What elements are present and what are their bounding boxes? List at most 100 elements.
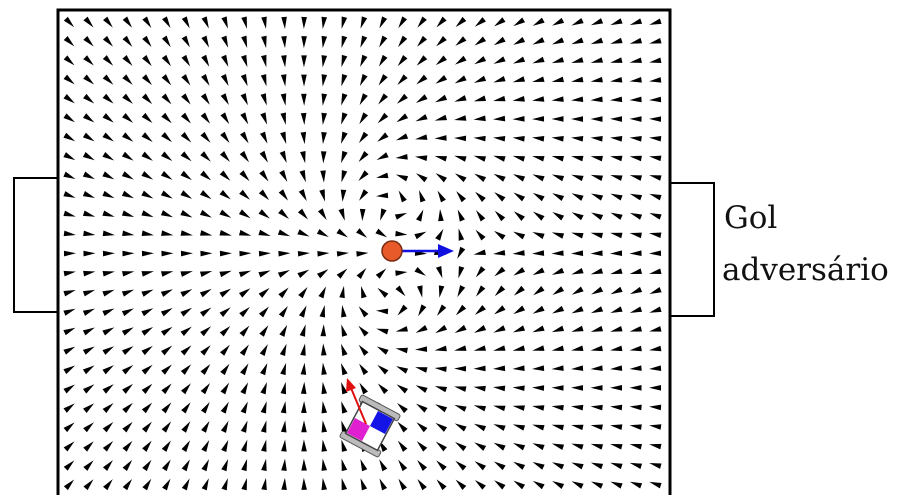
field-arrow: [241, 421, 248, 433]
field-arrow: [219, 210, 231, 218]
field-arrow: [649, 405, 661, 411]
field-arrow: [220, 307, 231, 317]
field-arrow: [64, 36, 75, 46]
field-arrow: [435, 366, 447, 372]
field-arrow: [455, 325, 467, 333]
field-arrow: [83, 384, 94, 393]
field-arrow: [317, 251, 329, 257]
field-arrow: [322, 55, 328, 67]
field-arrow: [201, 74, 209, 86]
field-arrow: [122, 94, 133, 104]
field-arrow: [533, 37, 545, 44]
field-arrow: [377, 152, 389, 160]
field-arrow: [630, 57, 642, 62]
field-arrow: [361, 286, 367, 298]
field-arrow: [379, 74, 388, 85]
field-arrow: [259, 288, 270, 298]
field-arrow: [630, 97, 642, 103]
field-arrow: [476, 266, 486, 277]
field-arrow: [182, 459, 190, 471]
field-arrow: [513, 481, 525, 490]
field-arrow: [591, 463, 603, 470]
field-arrow: [649, 269, 661, 274]
field-arrow: [102, 327, 114, 335]
field-arrow: [358, 170, 368, 181]
field-arrow: [260, 132, 268, 144]
field-arrow: [399, 191, 407, 203]
field-arrow: [552, 250, 564, 256]
field-arrow: [379, 16, 387, 28]
field-arrow: [63, 347, 75, 355]
field-arrow: [513, 405, 525, 410]
field-arrow: [200, 210, 212, 218]
field-arrow: [64, 441, 75, 451]
field-arrow: [180, 271, 192, 277]
field-arrow: [102, 152, 114, 161]
field-arrow: [630, 136, 642, 142]
field-arrow: [649, 136, 661, 142]
field-arrow: [417, 55, 428, 65]
field-arrow: [280, 363, 286, 375]
field-arrow: [357, 268, 367, 279]
field-arrow: [571, 268, 583, 275]
own-goal: [14, 178, 58, 312]
field-arrow: [571, 233, 583, 239]
field-arrow: [162, 16, 171, 28]
field-arrow: [359, 151, 369, 162]
field-arrow: [142, 422, 152, 433]
field-arrow: [649, 250, 661, 256]
field-arrow: [103, 271, 115, 276]
field-arrow: [83, 271, 95, 277]
field-arrow: [102, 309, 114, 316]
field-arrow: [398, 305, 408, 316]
field-arrow: [356, 228, 367, 238]
field-arrow: [514, 211, 525, 221]
field-arrow: [301, 17, 307, 29]
field-arrow: [532, 76, 544, 82]
field-arrow: [239, 251, 251, 257]
field-arrow: [261, 74, 267, 86]
field-arrow: [122, 308, 134, 316]
field-arrow: [142, 74, 152, 85]
field-arrow: [610, 444, 622, 450]
field-arrow: [552, 156, 564, 161]
field-arrow: [182, 16, 190, 28]
field-arrow: [63, 211, 75, 217]
field-arrow: [181, 55, 190, 67]
field-arrow: [261, 36, 267, 48]
field-arrow: [337, 251, 349, 257]
field-arrow: [649, 307, 661, 313]
field-arrow: [493, 424, 505, 431]
field-arrow: [258, 230, 270, 236]
field-arrow: [591, 116, 603, 122]
field-arrow: [64, 17, 74, 28]
field-arrow: [493, 116, 505, 122]
field-arrow: [455, 423, 467, 431]
field-arrow: [649, 58, 661, 64]
field-arrow: [533, 306, 545, 314]
field-arrow: [398, 36, 407, 47]
field-arrow: [123, 479, 132, 490]
field-arrow: [532, 250, 544, 256]
field-arrow: [63, 113, 75, 122]
field-arrow: [280, 344, 287, 356]
field-arrow: [278, 251, 290, 257]
field-arrow: [649, 346, 661, 352]
field-arrow: [103, 460, 113, 471]
field-arrow: [281, 93, 287, 105]
field-arrow: [436, 17, 446, 28]
field-arrow: [533, 481, 545, 489]
field-arrow: [630, 18, 642, 25]
field-arrow: [142, 94, 152, 105]
field-arrow: [259, 306, 269, 317]
field-arrow: [552, 405, 564, 411]
field-arrow: [301, 132, 307, 144]
field-arrow: [474, 345, 486, 350]
field-arrow: [63, 133, 75, 141]
field-arrow: [83, 403, 94, 413]
field-arrow: [474, 405, 486, 411]
field-arrow: [220, 345, 230, 356]
field-arrow: [300, 324, 306, 336]
field-arrow: [142, 251, 154, 257]
field-arrow: [571, 96, 583, 102]
